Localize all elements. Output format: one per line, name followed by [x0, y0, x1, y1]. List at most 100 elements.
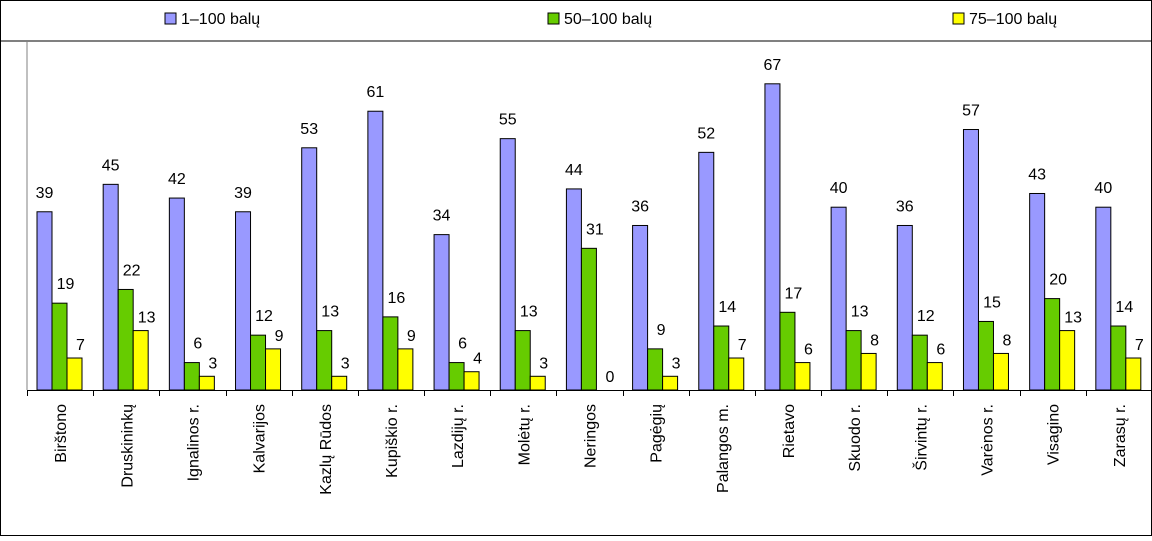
legend-swatch-3	[952, 12, 965, 25]
data-label-2: 16	[387, 290, 405, 307]
bar-1	[896, 224, 913, 391]
plot-area: 39197Birštono452213Druskininkų4263Ignali…	[26, 42, 1152, 495]
bar-2	[977, 320, 994, 391]
bar-1	[102, 183, 119, 391]
x-tick-label: Skuodo r.	[847, 404, 864, 472]
x-tick-label: Visagino	[1046, 404, 1063, 465]
legend-label-2: 50–100 balų	[564, 11, 652, 28]
data-label-3: 7	[76, 337, 85, 354]
data-label-3: 9	[407, 328, 416, 345]
bar-2	[647, 348, 664, 391]
bar-1	[698, 151, 715, 391]
data-label-1: 57	[962, 103, 980, 120]
bar-3	[794, 362, 811, 391]
bar-2	[514, 330, 531, 391]
data-label-1: 34	[433, 208, 451, 225]
data-label-2: 13	[321, 304, 339, 321]
bar-3	[265, 348, 282, 391]
data-label-2: 20	[1049, 272, 1067, 289]
data-label-3: 13	[1064, 310, 1082, 327]
data-label-3: 7	[738, 337, 747, 354]
bar-2	[1110, 325, 1127, 391]
data-label-2: 31	[586, 221, 604, 238]
x-tick-label: Varėnos r.	[980, 404, 997, 476]
bar-1	[830, 206, 847, 391]
x-tick-label: Lazdijų r.	[450, 404, 467, 468]
data-label-1: 40	[1094, 180, 1112, 197]
bar-1	[36, 211, 53, 391]
data-label-1: 53	[300, 121, 318, 138]
bar-2	[1044, 298, 1061, 391]
bar-3	[992, 352, 1009, 391]
bar-2	[316, 330, 333, 391]
data-label-1: 39	[234, 185, 252, 202]
bar-2	[845, 330, 862, 391]
bar-2	[713, 325, 730, 391]
bar-3	[662, 375, 679, 391]
data-label-1: 44	[565, 162, 583, 179]
bar-3	[926, 362, 943, 391]
bar-3	[728, 357, 745, 391]
data-label-2: 22	[123, 262, 141, 279]
bar-1	[962, 129, 979, 391]
data-label-3: 6	[936, 342, 945, 359]
data-label-2: 12	[255, 308, 273, 325]
data-label-1: 39	[36, 185, 54, 202]
bar-2	[250, 334, 267, 391]
data-label-2: 9	[657, 322, 666, 339]
x-tick-label: Druskininkų	[119, 404, 136, 488]
data-label-3: 6	[804, 342, 813, 359]
x-tick-label: Palangos m.	[715, 404, 732, 493]
data-label-3: 3	[539, 355, 548, 372]
bar-3	[860, 352, 877, 391]
bar-1	[301, 147, 318, 391]
bar-2	[911, 334, 928, 391]
data-label-2: 15	[983, 294, 1001, 311]
x-tick-label: Kupiškio r.	[384, 404, 401, 478]
bar-3	[1059, 330, 1076, 391]
legend-swatch-1	[164, 12, 177, 25]
data-label-1: 36	[896, 198, 914, 215]
data-label-2: 6	[193, 336, 202, 353]
data-label-1: 67	[764, 57, 782, 74]
data-label-3: 3	[208, 355, 217, 372]
data-label-1: 61	[366, 84, 384, 101]
bar-2	[448, 362, 465, 391]
bar-1	[499, 138, 516, 391]
bar-2	[183, 362, 200, 391]
bar-1	[235, 211, 252, 391]
data-label-3: 9	[275, 328, 284, 345]
data-label-1: 40	[830, 180, 848, 197]
x-tick-label: Ignalinos r.	[185, 404, 202, 481]
bar-2	[580, 247, 597, 391]
data-label-2: 19	[57, 276, 75, 293]
x-tick-label: Neringos	[583, 404, 600, 468]
bar-3	[198, 375, 215, 391]
bar-1	[1029, 192, 1046, 391]
data-label-3: 3	[341, 355, 350, 372]
data-label-1: 42	[168, 171, 186, 188]
bar-2	[382, 316, 399, 391]
x-tick-label: Birštono	[53, 404, 70, 463]
data-label-3: 0	[605, 369, 614, 386]
data-label-2: 13	[851, 304, 869, 321]
x-tick-label: Zarasų r.	[1112, 404, 1129, 467]
data-label-2: 12	[917, 308, 935, 325]
data-label-3: 7	[1135, 337, 1144, 354]
bar-1	[1095, 206, 1112, 391]
bar-1	[632, 224, 649, 391]
bar-3	[331, 375, 348, 391]
data-label-3: 13	[138, 310, 156, 327]
data-label-3: 4	[473, 351, 482, 368]
x-tick-label: Kazlų Rūdos	[318, 404, 335, 495]
data-label-3: 8	[1003, 332, 1012, 349]
bar-1	[764, 83, 781, 391]
data-label-1: 52	[697, 125, 715, 142]
bar-1	[168, 197, 185, 391]
data-label-2: 14	[1115, 299, 1133, 316]
data-label-2: 13	[520, 304, 538, 321]
legend-swatch-2	[547, 12, 560, 25]
x-tick-label: Kalvarijos	[252, 404, 269, 473]
x-tick-label: Molėtų r.	[516, 404, 533, 465]
